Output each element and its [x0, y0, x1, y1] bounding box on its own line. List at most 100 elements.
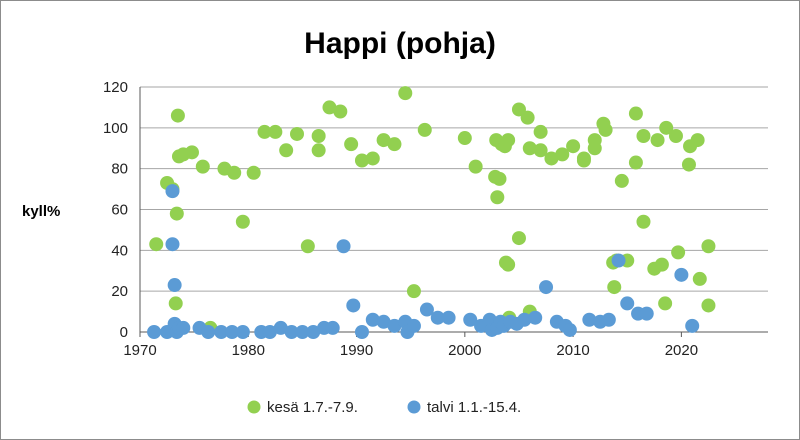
- point-kesa: [555, 147, 570, 162]
- point-kesa: [654, 257, 669, 272]
- point-kesa: [520, 110, 535, 125]
- x-tick-label: 1980: [232, 342, 265, 359]
- point-kesa: [365, 151, 380, 166]
- point-talvi: [517, 312, 532, 327]
- point-talvi: [201, 325, 216, 339]
- y-tick-labels: 0 20 40 60 80 100 120: [103, 79, 128, 341]
- point-kesa: [344, 137, 359, 152]
- legend: kesä 1.7.-7.9. talvi 1.1.-15.4.: [247, 399, 521, 416]
- point-kesa: [511, 231, 526, 246]
- y-axis-label: kyll%: [22, 203, 60, 220]
- legend-label-talvi: talvi 1.1.-15.4.: [427, 399, 521, 416]
- point-talvi: [147, 325, 162, 339]
- point-kesa: [492, 171, 507, 186]
- point-talvi: [685, 318, 700, 333]
- point-talvi: [406, 318, 421, 333]
- point-kesa: [354, 153, 369, 168]
- point-talvi: [674, 267, 689, 282]
- legend-marker-kesa: [247, 400, 261, 414]
- point-kesa: [668, 129, 683, 143]
- point-kesa: [681, 157, 696, 172]
- point-kesa: [501, 133, 516, 148]
- point-kesa: [607, 280, 622, 295]
- data-points: [147, 86, 716, 339]
- point-kesa: [671, 245, 686, 260]
- point-talvi: [306, 325, 321, 339]
- point-kesa: [290, 126, 304, 141]
- point-kesa: [533, 143, 548, 158]
- point-kesa: [417, 122, 432, 137]
- point-kesa: [406, 284, 421, 299]
- point-kesa: [376, 133, 391, 148]
- point-kesa: [701, 239, 716, 254]
- gridlines: [140, 86, 768, 292]
- x-tick-label: 2020: [665, 342, 698, 359]
- point-kesa: [614, 173, 629, 188]
- point-talvi: [387, 318, 402, 333]
- point-talvi: [325, 320, 340, 335]
- point-kesa: [311, 129, 326, 143]
- point-talvi: [582, 312, 597, 327]
- y-tick-label: 0: [120, 324, 128, 341]
- point-kesa: [566, 139, 581, 154]
- point-kesa: [235, 214, 250, 229]
- point-kesa: [168, 296, 183, 311]
- point-talvi: [376, 314, 391, 329]
- chart-title: Happi (pohja): [304, 27, 496, 60]
- point-kesa: [149, 237, 164, 252]
- point-kesa: [322, 100, 337, 115]
- point-kesa: [387, 137, 402, 152]
- point-kesa: [170, 108, 185, 123]
- y-tick-label: 80: [111, 161, 128, 178]
- point-kesa: [692, 271, 707, 286]
- point-talvi: [441, 310, 456, 325]
- point-talvi: [214, 325, 229, 339]
- point-kesa: [398, 86, 413, 101]
- point-kesa: [246, 165, 261, 180]
- point-kesa: [576, 153, 591, 168]
- point-kesa: [658, 296, 673, 311]
- point-talvi: [528, 310, 543, 325]
- point-kesa: [333, 104, 348, 119]
- point-talvi: [562, 322, 577, 337]
- axes: [139, 87, 768, 337]
- point-kesa: [522, 141, 537, 156]
- point-kesa: [501, 257, 516, 272]
- y-tick-label: 60: [111, 202, 128, 219]
- point-talvi: [176, 320, 191, 335]
- point-talvi: [165, 184, 180, 199]
- x-tick-label: 2000: [448, 342, 481, 359]
- point-talvi: [365, 312, 380, 327]
- x-tick-labels: 1970 1980 1990 2000 2010 2020: [123, 342, 698, 359]
- point-kesa: [490, 190, 505, 205]
- point-kesa: [628, 106, 643, 121]
- point-kesa: [468, 159, 483, 174]
- point-talvi: [463, 312, 478, 327]
- point-talvi: [346, 298, 361, 313]
- y-tick-label: 20: [111, 283, 128, 300]
- point-kesa: [184, 145, 199, 160]
- point-kesa: [300, 239, 315, 254]
- point-kesa: [659, 120, 674, 135]
- point-talvi: [295, 325, 310, 339]
- point-talvi: [284, 325, 299, 339]
- point-kesa: [457, 131, 472, 146]
- point-kesa: [268, 124, 283, 139]
- x-tick-label: 1990: [340, 342, 373, 359]
- y-tick-label: 100: [103, 120, 128, 137]
- point-kesa: [636, 214, 651, 229]
- point-kesa: [195, 159, 210, 174]
- point-talvi: [354, 325, 369, 339]
- point-kesa: [587, 141, 602, 156]
- point-kesa: [533, 124, 548, 139]
- point-kesa: [690, 133, 705, 148]
- point-talvi: [601, 312, 616, 327]
- point-kesa: [169, 206, 184, 221]
- legend-label-kesa: kesä 1.7.-7.9.: [267, 399, 358, 416]
- point-kesa: [636, 129, 651, 143]
- x-tick-label: 1970: [123, 342, 156, 359]
- point-kesa: [227, 165, 242, 180]
- point-kesa: [628, 155, 643, 170]
